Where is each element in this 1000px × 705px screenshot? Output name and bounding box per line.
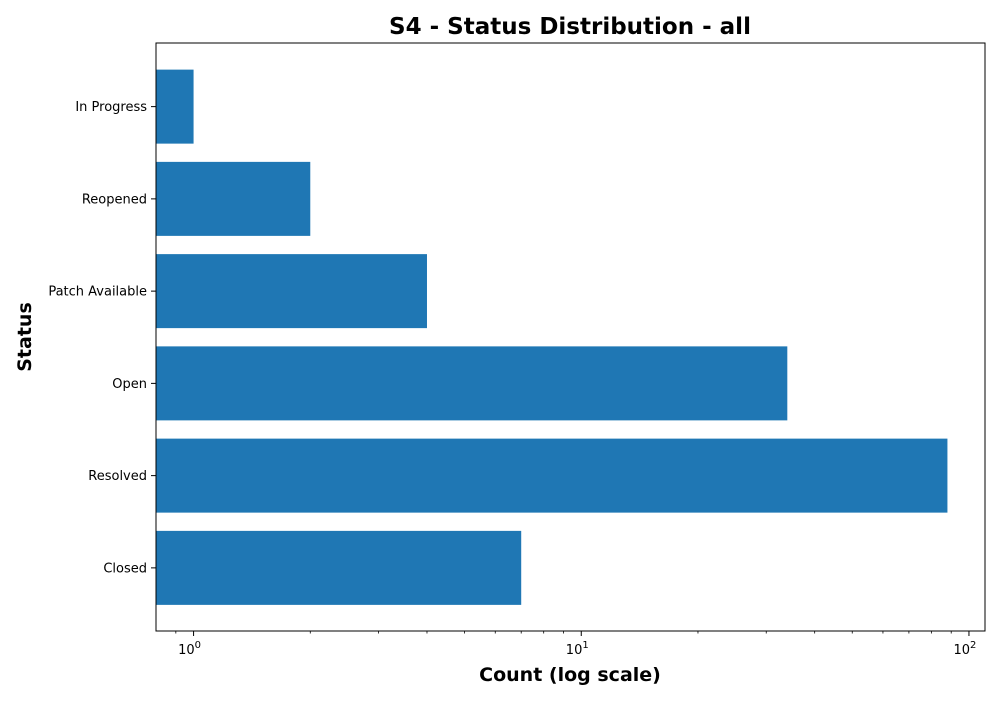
y-tick-label: In Progress <box>75 100 147 115</box>
bar <box>156 254 427 328</box>
y-tick-label: Patch Available <box>48 285 147 300</box>
bar <box>156 346 787 420</box>
bar <box>156 162 310 236</box>
plot-area: Closed Resolved Open Patch Available Reopene… <box>48 43 985 658</box>
bar <box>156 531 521 605</box>
y-tick-label: Open <box>112 377 147 392</box>
y-tick-label: Closed <box>103 561 147 576</box>
x-axis-label: Count (log scale) <box>479 664 661 686</box>
bar <box>156 439 947 513</box>
x-tick-label: 102 <box>953 640 976 658</box>
y-axis-label: Status <box>14 302 36 372</box>
y-tick-label: Resolved <box>88 469 147 484</box>
y-tick-label: Reopened <box>82 192 147 207</box>
bar <box>156 70 194 144</box>
chart-title: S4 - Status Distribution - all <box>389 14 751 40</box>
x-tick-label: 100 <box>178 640 201 658</box>
x-tick-label: 101 <box>566 640 589 658</box>
